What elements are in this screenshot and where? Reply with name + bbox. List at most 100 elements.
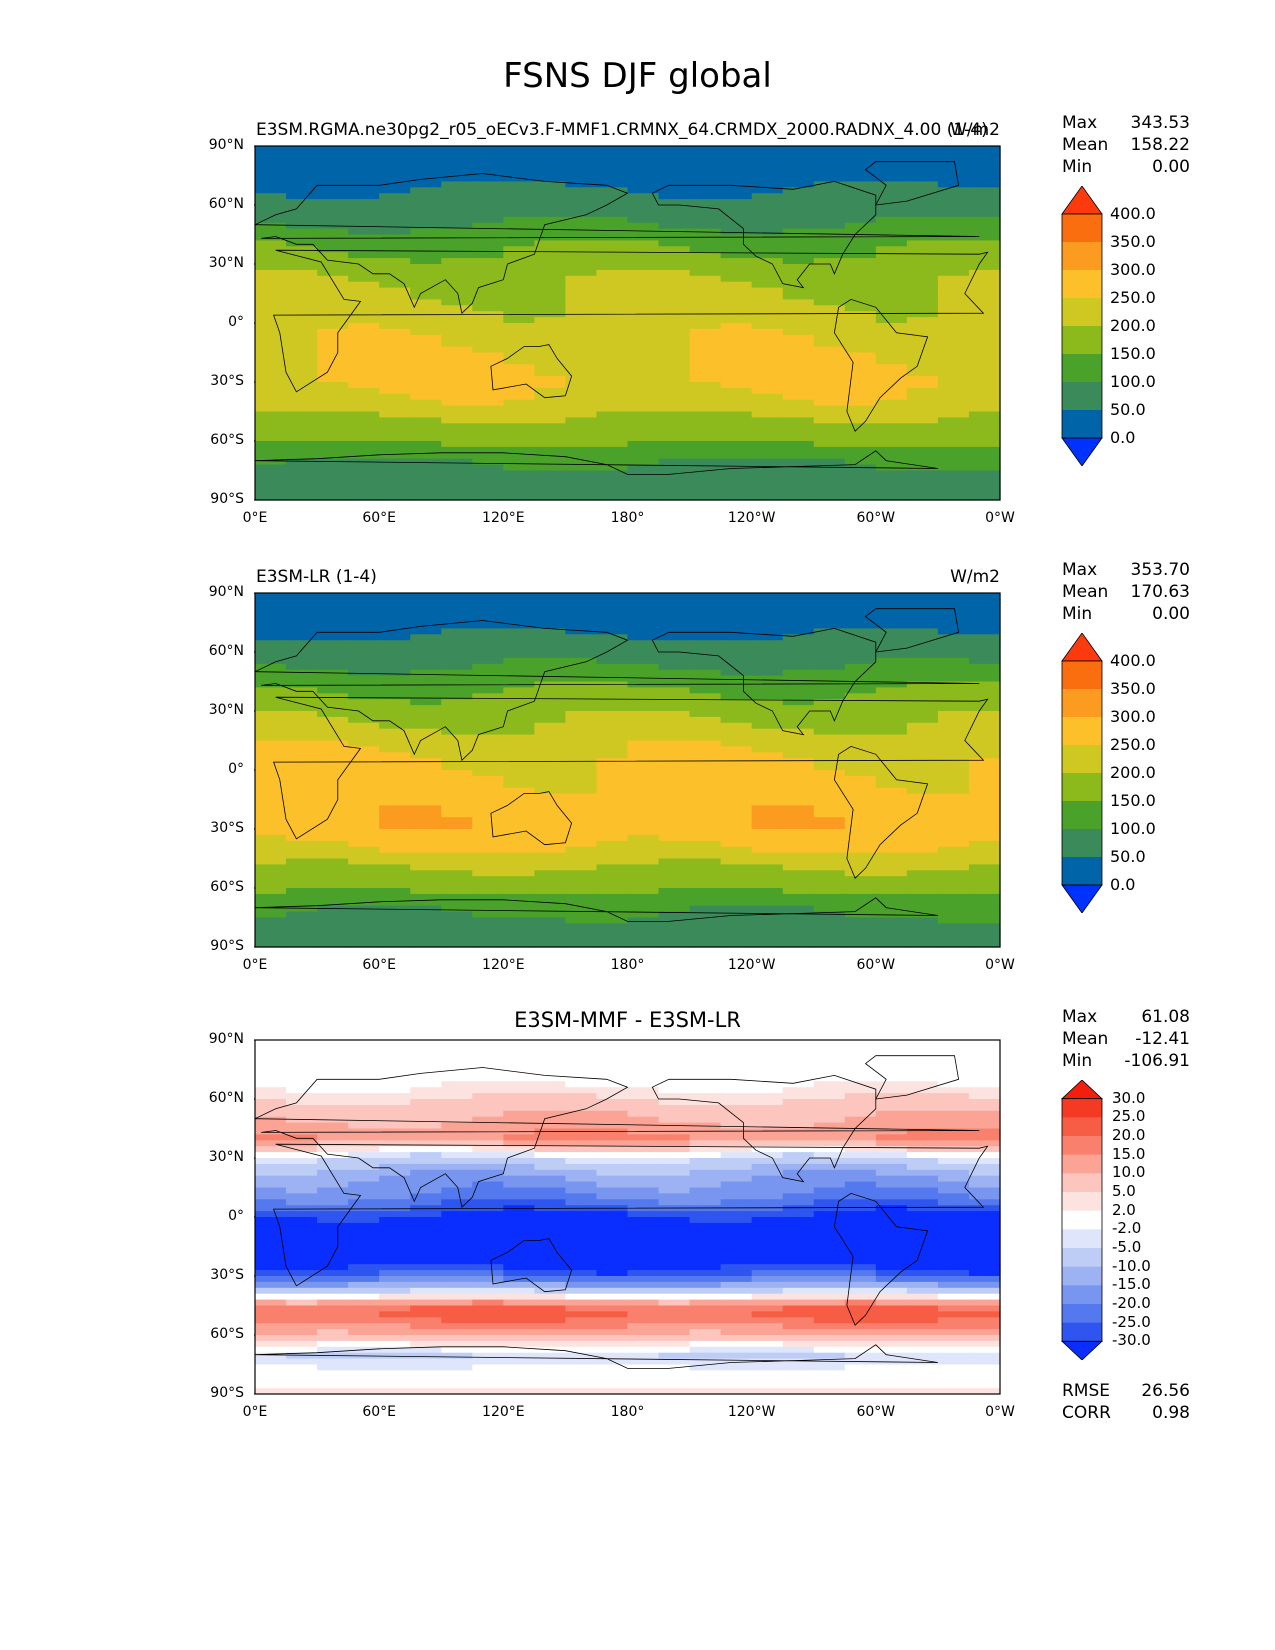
map-cell bbox=[348, 610, 380, 618]
map-cell bbox=[348, 464, 380, 472]
map-cell bbox=[565, 1045, 598, 1053]
map-cell bbox=[410, 216, 442, 224]
map-cell bbox=[286, 687, 318, 694]
map-cell bbox=[689, 711, 722, 718]
map-cell bbox=[720, 252, 753, 259]
map-cell bbox=[441, 728, 473, 736]
map-cell bbox=[844, 1110, 877, 1118]
map-cell bbox=[844, 811, 877, 818]
map-cell bbox=[844, 1063, 877, 1071]
map-cell bbox=[534, 1057, 567, 1065]
map-cell bbox=[317, 722, 349, 730]
map-cell bbox=[379, 151, 411, 159]
map-cell bbox=[317, 846, 349, 854]
map-cell bbox=[441, 299, 473, 306]
map-cell bbox=[565, 610, 598, 618]
map-cell bbox=[534, 1069, 567, 1076]
colorbar-segment bbox=[1062, 1098, 1102, 1118]
map-cell bbox=[782, 352, 815, 359]
map-cell bbox=[441, 1305, 473, 1312]
map-cell bbox=[379, 687, 411, 694]
map-cell bbox=[503, 199, 535, 206]
map-cell bbox=[782, 722, 815, 730]
map-cell bbox=[844, 652, 877, 659]
map-cell bbox=[937, 834, 970, 842]
map-cell bbox=[286, 323, 318, 330]
map-cell bbox=[596, 622, 629, 629]
map-cell bbox=[534, 1087, 567, 1094]
map-cell bbox=[906, 870, 939, 877]
map-cell bbox=[348, 646, 380, 653]
map-cell bbox=[689, 864, 722, 871]
map-cell bbox=[937, 417, 970, 424]
map-cell bbox=[472, 1364, 504, 1371]
map-cell bbox=[968, 163, 1001, 171]
map-cell bbox=[565, 334, 598, 342]
map-cell bbox=[875, 1063, 908, 1071]
stat-row: Mean 158.22 bbox=[1062, 134, 1190, 156]
map-cell bbox=[255, 222, 287, 230]
map-cell bbox=[286, 387, 318, 395]
map-cell bbox=[658, 205, 691, 212]
map-cell bbox=[751, 1252, 784, 1259]
map-cell bbox=[410, 393, 442, 401]
map-cell bbox=[441, 1358, 473, 1366]
map-cell bbox=[255, 264, 287, 271]
map-cell bbox=[317, 1317, 349, 1324]
map-cell bbox=[317, 604, 349, 612]
colorbar-segment bbox=[1062, 689, 1102, 718]
map-cell bbox=[441, 464, 473, 472]
map-cell bbox=[689, 1146, 722, 1153]
map-cell bbox=[627, 464, 660, 472]
map-cell bbox=[844, 610, 877, 618]
map-cell bbox=[658, 728, 691, 736]
map-cell bbox=[503, 669, 535, 677]
map-cell bbox=[720, 793, 753, 801]
map-cell bbox=[875, 787, 908, 795]
map-cell bbox=[596, 811, 629, 818]
map-cell bbox=[782, 846, 815, 854]
map-cell bbox=[906, 1175, 939, 1183]
map-cell bbox=[472, 882, 504, 889]
map-cell bbox=[782, 370, 815, 377]
map-cell bbox=[689, 470, 722, 477]
map-cell bbox=[348, 411, 380, 418]
map-cell bbox=[844, 387, 877, 395]
map-cell bbox=[534, 1110, 567, 1118]
map-cell bbox=[255, 893, 287, 901]
map-cell bbox=[875, 364, 908, 371]
map-cell bbox=[782, 210, 815, 218]
map-cell bbox=[565, 258, 598, 265]
map-cell bbox=[503, 1075, 535, 1082]
map-cell bbox=[937, 1110, 970, 1118]
map-cell bbox=[379, 675, 411, 683]
map-cell bbox=[441, 1187, 473, 1194]
map-cell bbox=[937, 687, 970, 694]
map-cell bbox=[348, 923, 380, 930]
map-cell bbox=[906, 1211, 939, 1218]
map-cell bbox=[627, 205, 660, 212]
lat-tick-label: 60°N bbox=[208, 643, 244, 659]
map-cell bbox=[751, 1258, 784, 1265]
map-cell bbox=[534, 1099, 567, 1106]
map-cell bbox=[751, 1104, 784, 1112]
map-cell bbox=[534, 728, 567, 736]
stat-label: Mean bbox=[1062, 1029, 1109, 1049]
map-cell bbox=[937, 423, 970, 430]
map-cell bbox=[286, 622, 318, 629]
map-cell bbox=[534, 893, 567, 901]
stat-value: 343.53 bbox=[1130, 113, 1190, 133]
map-cell bbox=[503, 429, 535, 436]
map-cell bbox=[720, 610, 753, 618]
map-cell bbox=[689, 423, 722, 430]
map-cell bbox=[627, 1311, 660, 1318]
map-cell bbox=[875, 775, 908, 783]
map-cell bbox=[410, 1193, 442, 1200]
colorbar-tick-label: 250.0 bbox=[1110, 288, 1156, 307]
map-cell bbox=[875, 393, 908, 401]
map-cell bbox=[441, 829, 473, 836]
map-cell bbox=[565, 387, 598, 395]
map-cell bbox=[472, 858, 504, 865]
map-cell bbox=[441, 1211, 473, 1218]
map-cell bbox=[751, 1116, 784, 1124]
